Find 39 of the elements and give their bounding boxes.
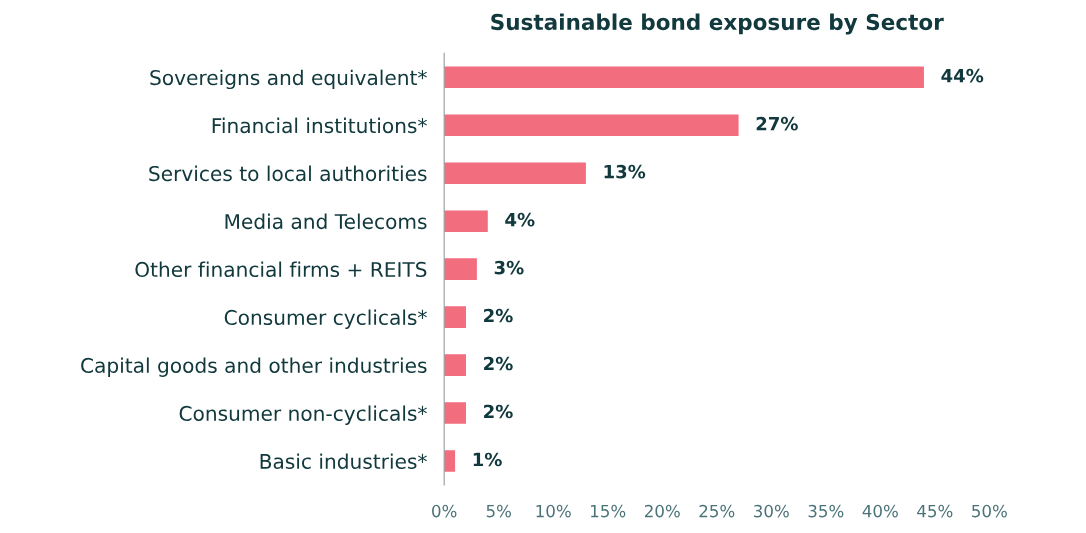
x-tick-label: 20%: [644, 504, 680, 518]
data-label: 27%: [756, 116, 798, 131]
data-label: 2%: [484, 404, 513, 419]
y-tick-label: Other financial firms + REITS: [135, 261, 427, 278]
bar: [444, 210, 488, 232]
bar: [444, 354, 466, 376]
y-tick-label: Consumer cyclicals*: [224, 309, 427, 329]
y-tick-label: Consumer non-cyclicals*: [179, 405, 427, 425]
y-tick-label: Media and Telecoms: [225, 213, 427, 230]
y-tick-label: Sovereigns and equivalent*: [150, 69, 427, 90]
data-label: 1%: [473, 452, 502, 467]
data-label: 4%: [505, 212, 535, 227]
bar: [444, 402, 466, 424]
bar: [444, 114, 739, 137]
data-label: 44%: [941, 68, 984, 83]
bar: [444, 306, 466, 328]
x-tick-label: 30%: [754, 504, 789, 518]
chart-title: Sustainable bond exposure by Sector: [491, 13, 944, 35]
x-tick-label: 15%: [591, 504, 626, 518]
x-tick-label: 25%: [699, 504, 735, 518]
x-tick-label: 45%: [917, 504, 953, 518]
bar: [444, 66, 924, 89]
y-tick-label: Basic industries*: [260, 453, 427, 469]
bar: [444, 162, 586, 185]
bar: [444, 258, 477, 280]
x-tick-label: 50%: [972, 504, 1007, 518]
x-tick-label: 10%: [536, 504, 571, 518]
x-tick-label: 0%: [432, 504, 457, 518]
y-tick-label: Services to local authorities: [149, 165, 427, 182]
x-tick-label: 5%: [486, 504, 511, 518]
data-label: 2%: [484, 356, 513, 371]
x-tick-label: 35%: [808, 504, 844, 518]
y-tick-label: Capital goods and other industries: [81, 357, 427, 377]
bar: [444, 450, 456, 472]
data-label: 13%: [604, 164, 646, 179]
x-tick-label: 40%: [862, 504, 898, 518]
data-label: 3%: [494, 260, 524, 275]
y-tick-label: Financial institutions*: [212, 117, 427, 134]
data-label: 2%: [484, 308, 513, 323]
